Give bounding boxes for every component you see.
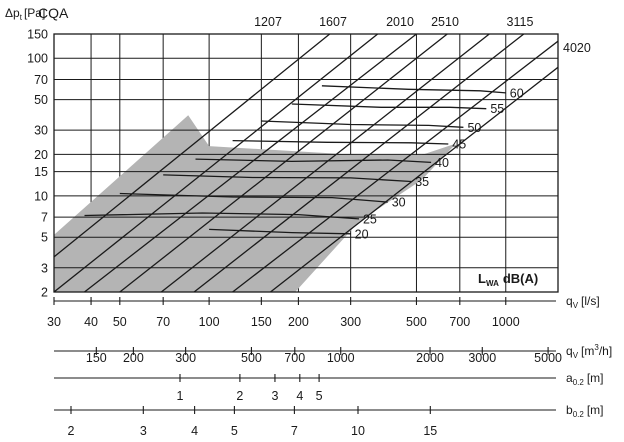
size-line <box>119 34 448 292</box>
x-tick-label: 1 <box>177 389 184 403</box>
noise-label: 35 <box>415 175 429 189</box>
noise-label: 55 <box>490 102 504 116</box>
x-tick-label: 300 <box>175 351 196 365</box>
x-tick-label: 3000 <box>468 351 496 365</box>
x-tick-label: 100 <box>199 315 220 329</box>
size-label: 1607 <box>319 15 347 29</box>
x-tick-label: 700 <box>449 315 470 329</box>
noise-label: 20 <box>355 227 369 241</box>
size-labels: 1207 1607 2010 2510 3115 4020 <box>254 15 591 55</box>
x-axis-label: b0.2 [m] <box>566 403 603 419</box>
x-tick-label: 4 <box>191 424 198 438</box>
noise-curve <box>195 158 432 164</box>
horizontal-grid <box>54 33 558 293</box>
x-tick-label: 3 <box>271 389 278 403</box>
size-label: 2510 <box>431 15 459 29</box>
y-tick-label: 5 <box>41 231 48 245</box>
x-axis-label: a0.2 [m] <box>566 371 603 387</box>
size-line <box>232 40 558 292</box>
size-label: 3115 <box>507 15 534 29</box>
y-tick-label: 70 <box>34 73 48 87</box>
noise-curve <box>232 139 449 145</box>
y-tick-label: 30 <box>34 124 48 138</box>
size-lines <box>54 34 558 292</box>
noise-curve <box>119 192 388 203</box>
x-tick-label: 150 <box>251 315 272 329</box>
x-tick-label: 200 <box>123 351 144 365</box>
y-tick-label: 10 <box>34 189 48 203</box>
x-tick-label: 500 <box>406 315 427 329</box>
x-tick-label: 2 <box>68 424 75 438</box>
x-tick-label: 1000 <box>492 315 520 329</box>
noise-curve <box>209 228 351 235</box>
x-axis-label: qV [l/s] <box>566 294 600 310</box>
x-tick-label: 700 <box>284 351 305 365</box>
noise-label: 50 <box>467 121 481 135</box>
x-tick-label: 2 <box>236 389 243 403</box>
x-tick-label: 3 <box>140 424 147 438</box>
operating-region <box>54 115 457 292</box>
y-tick-label: 50 <box>34 93 48 107</box>
x-tick-label: 150 <box>86 351 107 365</box>
x-tick-label: 50 <box>113 315 127 329</box>
y-tick-label: 20 <box>34 148 48 162</box>
chart-title: CQA <box>38 5 69 21</box>
y-tick-label: 7 <box>41 211 48 225</box>
x-tick-label: 70 <box>156 315 170 329</box>
x-tick-label: 5 <box>316 389 323 403</box>
size-line <box>193 34 525 292</box>
x-tick-label: 1000 <box>327 351 355 365</box>
x-tick-label: 200 <box>288 315 309 329</box>
x-tick-label: 10 <box>351 424 365 438</box>
x-tick-label: 5000 <box>534 351 562 365</box>
x-tick-label: 4 <box>296 389 303 403</box>
y-axis-label: Δpt [Pa] <box>5 6 45 22</box>
y-tick-label: 2 <box>41 286 48 300</box>
noise-curve <box>321 85 506 94</box>
x-tick-label: 500 <box>241 351 262 365</box>
noise-label: 45 <box>452 138 466 152</box>
noise-label: 30 <box>392 196 406 210</box>
x-tick-label: 2000 <box>416 351 444 365</box>
noise-label: 25 <box>363 212 377 226</box>
noise-label: 60 <box>510 86 524 100</box>
y-tick-label: 100 <box>27 52 48 66</box>
noise-label: 40 <box>435 156 449 170</box>
x-tick-label: 30 <box>47 315 61 329</box>
noise-curve <box>291 103 487 110</box>
size-line <box>160 34 490 292</box>
size-label: 1207 <box>254 15 282 29</box>
size-line <box>54 34 379 292</box>
x-tick-label: 5 <box>231 424 238 438</box>
y-tick-label: 15 <box>34 165 48 179</box>
noise-unit-label: LWA dB(A) <box>478 271 538 288</box>
size-line <box>84 34 417 292</box>
size-label: 4020 <box>563 41 591 55</box>
x-tick-label: 7 <box>291 424 298 438</box>
noise-curve <box>163 174 412 183</box>
x-tick-label: 15 <box>423 424 437 438</box>
x-axis-label: qV [m3/h] <box>566 343 612 360</box>
y-tick-label: 3 <box>41 261 48 275</box>
noise-curve <box>84 212 360 220</box>
x-tick-label: 300 <box>340 315 361 329</box>
size-label: 2010 <box>386 15 414 29</box>
size-line <box>270 66 558 292</box>
x-tick-label: 40 <box>84 315 98 329</box>
plot-frame <box>53 33 559 293</box>
y-tick-label: 150 <box>27 28 48 42</box>
noise-curves <box>84 85 506 235</box>
noise-curve <box>261 120 464 128</box>
y-tick-labels: 2 3 5 7 10 15 20 30 50 70 100 150 <box>27 28 48 300</box>
size-line <box>54 34 331 258</box>
